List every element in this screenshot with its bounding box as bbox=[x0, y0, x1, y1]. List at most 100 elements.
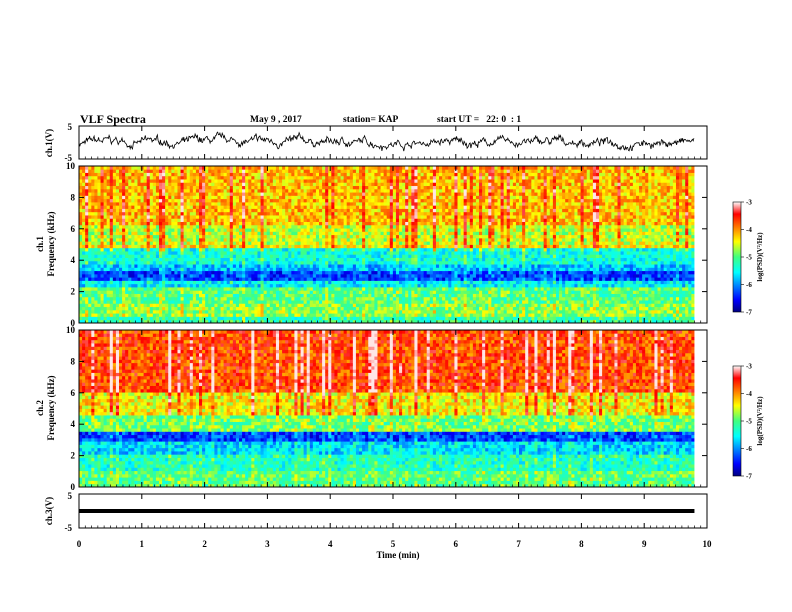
spectrogram-cell bbox=[165, 185, 169, 190]
spectrogram-cell bbox=[395, 293, 400, 298]
spectrogram-cell bbox=[334, 283, 338, 288]
spectrogram-cell bbox=[245, 300, 249, 304]
spectrogram-cell bbox=[192, 241, 197, 245]
spectrogram-cell bbox=[254, 211, 258, 216]
spectrogram-cell bbox=[109, 182, 114, 187]
spectrogram-cell bbox=[272, 260, 277, 265]
spectrogram-cell bbox=[300, 283, 305, 288]
spectrogram-cell bbox=[282, 175, 286, 180]
spectrogram-cell bbox=[177, 205, 181, 209]
spectrogram-cell bbox=[349, 251, 354, 255]
spectrogram-cell bbox=[202, 198, 206, 203]
spectrogram-cell bbox=[189, 228, 194, 232]
spectrogram-cell bbox=[365, 277, 369, 281]
spectrogram-cell bbox=[152, 283, 157, 288]
spectrogram-cell bbox=[146, 300, 151, 304]
spectrogram-cell bbox=[174, 188, 178, 193]
spectrogram-cell bbox=[137, 264, 141, 268]
spectrogram-cell bbox=[162, 273, 166, 278]
spectrogram-cell bbox=[152, 182, 157, 187]
spectrogram-cell bbox=[146, 303, 151, 308]
spectrogram-cell bbox=[331, 300, 335, 304]
spectrogram-cell bbox=[242, 166, 246, 170]
spectrogram-cell bbox=[368, 166, 372, 170]
spectrogram-cell bbox=[109, 224, 114, 229]
spectrogram-cell bbox=[103, 244, 108, 249]
spectrogram-cell bbox=[245, 234, 249, 239]
spectrogram-cell bbox=[328, 241, 332, 245]
spectrogram-cell bbox=[235, 201, 240, 206]
spectrogram-cell bbox=[143, 179, 148, 183]
spectrogram-cell bbox=[312, 247, 317, 252]
spectrogram-cell bbox=[355, 306, 360, 311]
spectrogram-cell bbox=[349, 306, 354, 311]
spectrogram-cell bbox=[94, 290, 98, 294]
spectrogram-cell bbox=[328, 283, 332, 288]
spectrogram-cell bbox=[186, 195, 191, 200]
spectrogram-cell bbox=[171, 296, 175, 301]
spectrogram-cell bbox=[269, 287, 274, 291]
spectrogram-cell bbox=[319, 306, 323, 311]
spectrogram-cell bbox=[202, 215, 206, 219]
spectrogram-cell bbox=[291, 215, 295, 219]
spectrogram-cell bbox=[383, 244, 388, 249]
spectrogram-cell bbox=[122, 280, 126, 285]
spectrogram-cell bbox=[334, 254, 338, 258]
spectrogram-cell bbox=[205, 303, 209, 308]
spectrogram-cell bbox=[380, 273, 385, 278]
spectrogram-cell bbox=[285, 251, 289, 255]
spectrogram-cell bbox=[297, 205, 301, 209]
spectrogram-cell bbox=[371, 195, 375, 200]
spectrogram-cell bbox=[245, 175, 249, 180]
spectrogram-cell bbox=[82, 208, 86, 213]
spectrogram-cell bbox=[328, 195, 332, 200]
spectrogram-cell bbox=[125, 267, 129, 272]
spectrogram-cell bbox=[365, 319, 369, 324]
spectrogram-cell bbox=[82, 280, 86, 285]
spectrogram-cell bbox=[122, 231, 126, 236]
spectrogram-cell bbox=[119, 257, 123, 262]
spectrogram-cell bbox=[285, 201, 289, 206]
spectrogram-cell bbox=[386, 237, 391, 242]
spectrogram-cell bbox=[331, 303, 335, 308]
spectrogram-cell bbox=[168, 244, 172, 249]
spectrogram-cell bbox=[297, 195, 301, 200]
spectrogram-cell bbox=[297, 208, 301, 213]
spectrogram-cell bbox=[343, 300, 348, 304]
spectrogram-cell bbox=[245, 316, 249, 321]
spectrogram-cell bbox=[205, 228, 209, 232]
spectrogram-cell bbox=[174, 247, 178, 252]
spectrogram-cell bbox=[392, 201, 397, 206]
spectrogram-cell bbox=[115, 224, 120, 229]
spectrogram-cell bbox=[266, 270, 271, 275]
spectrogram-cell bbox=[106, 201, 111, 206]
spectrogram-cell bbox=[149, 224, 154, 229]
spectrogram-cell bbox=[346, 283, 351, 288]
spectrogram-cell bbox=[355, 254, 360, 258]
spectrogram-cell bbox=[279, 244, 283, 249]
spectrogram-cell bbox=[334, 293, 338, 298]
spectrogram-cell bbox=[337, 283, 341, 288]
spectrogram-cell bbox=[162, 234, 166, 239]
spectrogram-cell bbox=[325, 201, 329, 206]
spectrogram-cell bbox=[146, 270, 151, 275]
spectrogram-cell bbox=[245, 293, 249, 298]
spectrogram-cell bbox=[217, 270, 221, 275]
spectrogram-cell bbox=[220, 218, 225, 222]
spectrogram-cell bbox=[334, 247, 338, 252]
spectrogram-cell bbox=[174, 198, 178, 203]
spectrogram-cell bbox=[279, 231, 283, 236]
spectrogram-cell bbox=[159, 290, 163, 294]
spectrogram-cell bbox=[208, 188, 212, 193]
spectrogram-cell bbox=[168, 185, 172, 190]
spectrogram-cell bbox=[205, 264, 209, 268]
spectrogram-cell bbox=[359, 201, 363, 206]
spectrogram-cell bbox=[368, 215, 372, 219]
spectrogram-cell bbox=[177, 175, 181, 180]
spectrogram-cell bbox=[134, 257, 138, 262]
spectrogram-cell bbox=[275, 179, 280, 183]
spectrogram-cell bbox=[248, 241, 252, 245]
spectrogram-cell bbox=[159, 172, 163, 177]
spectrogram-cell bbox=[392, 316, 397, 321]
spectrogram-cell bbox=[211, 195, 215, 200]
